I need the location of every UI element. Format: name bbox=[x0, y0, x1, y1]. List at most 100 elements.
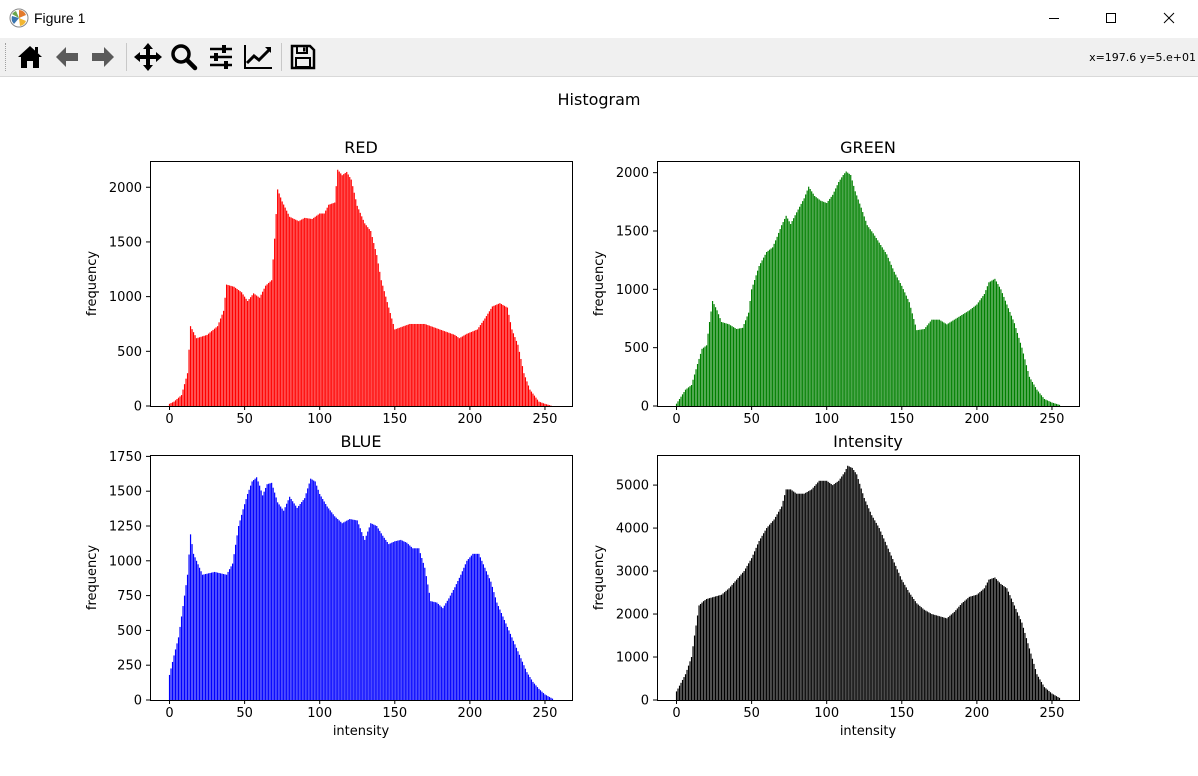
edit-axis-button[interactable] bbox=[241, 41, 275, 73]
histogram-bar bbox=[1042, 397, 1044, 406]
histogram-bar bbox=[247, 493, 249, 700]
histogram-axes-red[interactable]: 0 50 100 150 200 250 0 500 1000 1500 2000 RED freque… bbox=[85, 138, 573, 427]
histogram-bar bbox=[283, 204, 285, 406]
histogram-bar bbox=[271, 280, 273, 406]
forward-button[interactable] bbox=[86, 41, 120, 73]
histogram-bars bbox=[675, 465, 1061, 700]
histogram-axes-intensity[interactable]: 0 50 100 150 200 250 0 1000 2000 3000 4000 5000 Inte… bbox=[592, 432, 1080, 739]
histogram-bar bbox=[877, 240, 879, 406]
histogram-bar bbox=[708, 598, 711, 700]
histogram-bar bbox=[1028, 648, 1031, 700]
histogram-bar bbox=[449, 333, 451, 406]
histogram-bar bbox=[982, 296, 984, 406]
close-button[interactable] bbox=[1141, 0, 1197, 36]
back-button[interactable] bbox=[50, 41, 84, 73]
histogram-bar bbox=[174, 400, 177, 406]
histogram-bar bbox=[1004, 587, 1007, 700]
histogram-bar bbox=[410, 323, 412, 406]
histogram-bar bbox=[536, 687, 539, 700]
pan-button[interactable] bbox=[131, 41, 165, 73]
histogram-bar bbox=[259, 297, 261, 406]
histogram-bar bbox=[386, 302, 388, 406]
histogram-bar bbox=[201, 336, 204, 406]
histogram-bar bbox=[494, 597, 497, 700]
histogram-bar bbox=[433, 327, 435, 406]
histogram-bar bbox=[931, 319, 933, 406]
histogram-bar bbox=[835, 482, 837, 700]
histogram-bar bbox=[949, 615, 951, 700]
histogram-bar bbox=[545, 695, 548, 700]
histogram-bar bbox=[509, 322, 512, 406]
histogram-bar bbox=[281, 508, 283, 700]
histogram-bar bbox=[696, 364, 699, 406]
histogram-bar bbox=[760, 263, 762, 406]
histogram-bar bbox=[767, 526, 769, 700]
home-button[interactable] bbox=[13, 41, 47, 73]
histogram-axes-blue[interactable]: 0 50 100 150 200 250 0 250 500 750 1000 1250 1500 175… bbox=[85, 432, 573, 739]
histogram-bar bbox=[775, 240, 777, 406]
histogram-bar bbox=[859, 483, 861, 700]
histogram-bar bbox=[763, 533, 765, 700]
save-button[interactable] bbox=[286, 41, 320, 73]
histogram-bar bbox=[533, 683, 536, 700]
histogram-axes-green[interactable]: 0 50 100 150 200 250 0 500 1000 1500 2000 GREEN freq… bbox=[592, 138, 1080, 427]
toolbar-grip[interactable] bbox=[5, 43, 8, 71]
histogram-bar bbox=[992, 279, 994, 406]
histogram-bar bbox=[508, 630, 510, 700]
histogram-bar bbox=[1003, 586, 1005, 700]
histogram-bar bbox=[758, 266, 760, 406]
histogram-bar bbox=[1010, 598, 1013, 700]
histogram-bar bbox=[488, 578, 490, 700]
histogram-bar bbox=[898, 280, 900, 406]
histogram-bar bbox=[204, 574, 207, 700]
histogram-bar bbox=[1045, 399, 1047, 406]
histogram-bar bbox=[377, 528, 379, 700]
histogram-bar bbox=[690, 385, 693, 406]
arrow-left-icon bbox=[56, 47, 78, 67]
histogram-bar bbox=[413, 548, 415, 700]
histogram-bar bbox=[344, 521, 346, 700]
histogram-bar bbox=[445, 331, 447, 407]
histogram-bar bbox=[389, 313, 391, 406]
configure-subplots-button[interactable] bbox=[204, 41, 238, 73]
histogram-bar bbox=[812, 487, 814, 700]
histogram-bar bbox=[541, 691, 543, 700]
histogram-bar bbox=[299, 504, 301, 700]
histogram-bar bbox=[245, 298, 247, 406]
histogram-bar bbox=[343, 174, 345, 407]
histogram-bar bbox=[818, 199, 820, 406]
histogram-bar bbox=[352, 519, 354, 700]
minimize-button[interactable] bbox=[1026, 0, 1082, 36]
histogram-bar bbox=[458, 338, 460, 406]
histogram-bar bbox=[325, 504, 327, 700]
histogram-bar bbox=[710, 311, 712, 406]
line-chart-icon bbox=[244, 45, 272, 69]
histogram-bar bbox=[382, 535, 384, 700]
histogram-bar bbox=[916, 603, 918, 700]
histogram-bar bbox=[403, 541, 405, 700]
histogram-bar bbox=[686, 388, 688, 406]
histogram-bar bbox=[353, 192, 355, 406]
toolbar-separator bbox=[281, 43, 282, 71]
zoom-button[interactable] bbox=[167, 41, 201, 73]
histogram-bar bbox=[365, 535, 367, 700]
histogram-bar bbox=[401, 540, 403, 700]
histogram-bar bbox=[901, 579, 903, 700]
histogram-bar bbox=[310, 478, 312, 700]
histogram-bar bbox=[827, 200, 829, 406]
histogram-bar bbox=[524, 668, 527, 700]
histogram-bar bbox=[892, 268, 894, 406]
histogram-bar bbox=[298, 221, 300, 406]
histogram-bar bbox=[527, 385, 530, 406]
figure-canvas[interactable]: Histogram 0 50 100 150 200 250050010001500200… bbox=[0, 77, 1198, 776]
histogram-bar bbox=[856, 474, 858, 700]
histogram-bar bbox=[469, 557, 471, 700]
histogram-bar bbox=[788, 221, 790, 406]
histogram-bar bbox=[731, 584, 733, 700]
maximize-button[interactable] bbox=[1083, 0, 1139, 36]
histogram-bar bbox=[726, 589, 729, 700]
histogram-bar bbox=[950, 321, 952, 406]
histogram-bar bbox=[797, 209, 799, 406]
x-tick-label: 50 bbox=[743, 706, 760, 721]
histogram-bar bbox=[761, 260, 763, 406]
